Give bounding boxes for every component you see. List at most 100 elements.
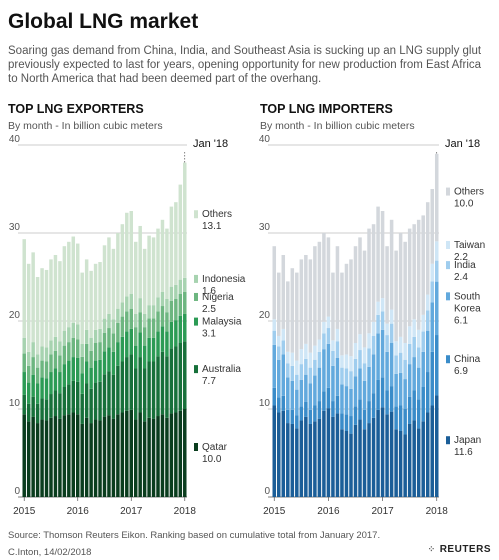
exporters-bar-australia bbox=[102, 374, 107, 417]
importers-jan-annotation: Jan '18 bbox=[445, 138, 481, 150]
importers-bar-china bbox=[380, 377, 385, 408]
exporters-bar-indonesia bbox=[120, 302, 125, 317]
exporters-bar-qatar bbox=[80, 423, 84, 497]
exporters-legend-swatch bbox=[194, 443, 198, 451]
importers-bar-south-korea bbox=[272, 344, 277, 388]
exporters-bar-qatar bbox=[22, 414, 26, 497]
importers-bar-china bbox=[412, 390, 416, 421]
exporters-bar-nigeria bbox=[40, 360, 44, 378]
importers-bar-taiwan bbox=[421, 314, 425, 332]
exporters-bar-indonesia bbox=[160, 291, 165, 307]
importers-y-tick-label: 40 bbox=[259, 134, 271, 145]
importers-bar-taiwan bbox=[425, 294, 430, 311]
exporters-bar-australia bbox=[93, 382, 98, 420]
importers-bar-china bbox=[394, 406, 398, 430]
exporters-bar-malaysia bbox=[165, 331, 169, 357]
exporters-legend-swatch bbox=[194, 317, 198, 326]
exporters-bar-qatar bbox=[160, 414, 165, 497]
exporters-bar-others bbox=[35, 277, 40, 355]
exporters-x-tick-label: 2015 bbox=[13, 506, 36, 517]
exporters-bar-nigeria bbox=[133, 327, 138, 346]
exporters-bar-nigeria bbox=[138, 312, 142, 333]
importers-bar-taiwan bbox=[335, 328, 340, 342]
exporters-bar-others bbox=[26, 263, 31, 352]
exporters-bar-others bbox=[111, 248, 116, 320]
exporters-bar-nigeria bbox=[80, 356, 84, 374]
importers-bar-others bbox=[434, 153, 439, 242]
importers-legend-value: 11.6 bbox=[454, 447, 473, 458]
exporters-bar-malaysia bbox=[125, 331, 129, 358]
exporters-bar-australia bbox=[62, 387, 67, 416]
exporters-bar-qatar bbox=[178, 410, 183, 497]
exporters-bar-others bbox=[107, 237, 111, 314]
credit-line: C.Inton, 14/02/2018 bbox=[8, 547, 92, 558]
importers-bar-japan bbox=[272, 405, 277, 497]
importers-bar-taiwan bbox=[394, 341, 398, 356]
importers-bar-india bbox=[430, 281, 434, 303]
importers-legend-swatch bbox=[446, 240, 450, 249]
importers-bar-others bbox=[286, 281, 290, 352]
exporters-legend-name: Australia bbox=[202, 364, 241, 375]
importers-bar-japan bbox=[281, 410, 286, 497]
exporters-bar-others bbox=[102, 245, 107, 319]
exporters-bar-nigeria bbox=[62, 345, 67, 365]
importers-y-tick-label: 30 bbox=[259, 222, 271, 233]
importers-bar-india bbox=[322, 333, 326, 350]
exporters-bar-indonesia bbox=[151, 305, 156, 319]
importers-bar-south-korea bbox=[349, 388, 353, 417]
importers-x-tick-label: 2016 bbox=[317, 506, 340, 517]
importers-bar-japan bbox=[322, 410, 326, 497]
importers-bar-india bbox=[344, 368, 349, 387]
importers-legend-value: 2.4 bbox=[454, 272, 468, 283]
importers-bar-india bbox=[295, 374, 299, 390]
exporters-bar-nigeria bbox=[156, 311, 160, 332]
exporters-bar-australia bbox=[142, 368, 147, 422]
exporters-bar-others bbox=[165, 228, 169, 299]
importers-bar-japan bbox=[353, 424, 358, 497]
importers-bar-others bbox=[412, 224, 416, 320]
importers-bar-japan bbox=[394, 429, 398, 497]
importers-bar-japan bbox=[389, 411, 394, 497]
exporters-bar-australia bbox=[35, 403, 40, 424]
exporters-bar-australia bbox=[183, 341, 187, 409]
importers-bar-japan bbox=[299, 420, 304, 497]
importers-bar-china bbox=[416, 399, 421, 429]
importers-bar-taiwan bbox=[367, 333, 371, 349]
exporters-bar-qatar bbox=[156, 416, 160, 497]
importers-legend-swatch bbox=[446, 261, 450, 270]
importers-bar-taiwan bbox=[430, 263, 434, 282]
importers-bar-japan bbox=[304, 416, 308, 497]
exporters-bar-qatar bbox=[93, 419, 98, 497]
importers-bar-japan bbox=[416, 428, 421, 497]
importers-bar-india bbox=[412, 336, 416, 358]
importers-bar-others bbox=[358, 237, 362, 335]
exporters-bar-australia bbox=[107, 371, 111, 416]
importers-bar-india bbox=[425, 310, 430, 331]
exporters-legend-swatch bbox=[194, 292, 198, 301]
importers-bar-india bbox=[358, 350, 362, 369]
exporters-bar-nigeria bbox=[178, 293, 183, 316]
importers-bar-japan bbox=[344, 431, 349, 497]
importers-legend-value: 10.0 bbox=[454, 199, 474, 210]
exporters-bar-indonesia bbox=[89, 337, 93, 351]
importers-bar-others bbox=[353, 246, 358, 343]
importers-bar-india bbox=[349, 371, 353, 389]
importers-bar-china bbox=[299, 406, 304, 421]
exporters-bar-indonesia bbox=[62, 330, 67, 346]
exporters-bar-malaysia bbox=[98, 359, 102, 382]
importers-bar-china bbox=[281, 395, 286, 411]
importers-bar-china bbox=[344, 414, 349, 431]
importers-legend-value: 6.1 bbox=[454, 315, 468, 326]
exporters-bar-australia bbox=[165, 356, 169, 418]
exporters-bar-qatar bbox=[67, 414, 71, 497]
importers-bar-india bbox=[277, 346, 281, 360]
importers-bar-china bbox=[286, 409, 290, 424]
exporters-bar-others bbox=[71, 236, 76, 323]
exporters-bar-indonesia bbox=[35, 354, 40, 368]
exporters-bar-nigeria bbox=[53, 350, 58, 369]
importers-bar-india bbox=[281, 340, 286, 355]
exporters-bar-nigeria bbox=[35, 367, 40, 384]
exporters-bar-indonesia bbox=[80, 343, 84, 357]
importers-bar-japan bbox=[308, 423, 313, 497]
